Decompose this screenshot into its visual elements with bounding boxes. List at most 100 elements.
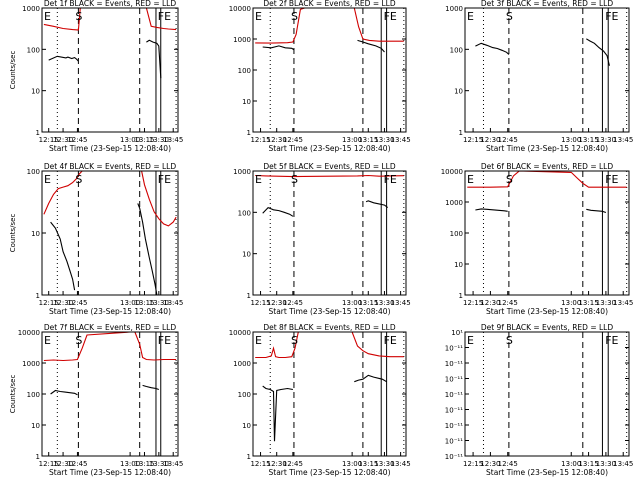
x-tick-label: 12:30 (53, 299, 73, 307)
x-tick-label: 13:00 (342, 460, 362, 468)
plot-frame (464, 7, 630, 133)
marker-fe: FE (605, 10, 618, 23)
y-tick-label: 10⁻¹¹ (445, 453, 463, 461)
y-tick-label: 10 (454, 88, 463, 96)
events-series-line (50, 389, 78, 396)
y-tick-label: 1000 (445, 5, 463, 13)
y-tick-label: 10 (242, 251, 251, 259)
events-series-line (354, 374, 387, 383)
plot-frame (464, 331, 630, 457)
y-tick-label: 100 (450, 230, 463, 238)
lld-series-line (43, 23, 79, 31)
marker-s: S (291, 10, 298, 23)
x-tick-label: 13:15 (578, 299, 598, 307)
marker-e: E (467, 10, 474, 23)
y-tick-label: 1 (459, 292, 463, 300)
x-tick-label: 13:30 (374, 299, 394, 307)
panel-title: Det 4f BLACK = Events, RED = LLD (44, 162, 177, 171)
y-tick-label: 100 (27, 168, 40, 176)
x-tick-label: 12:15 (250, 136, 270, 144)
plot-frame (252, 170, 407, 296)
x-axis-label: Start Time (23-Sep-15 12:08:40) (49, 307, 171, 316)
marker-fe: FE (158, 334, 171, 347)
x-tick-label: 12:45 (67, 460, 87, 468)
y-tick-label: 100 (238, 209, 251, 217)
plot-frame (252, 7, 407, 133)
x-tick-label: 12:30 (267, 299, 287, 307)
x-axis-label: Start Time (23-Sep-15 12:08:40) (269, 144, 391, 153)
marker-e: E (255, 334, 262, 347)
events-series-line (48, 55, 79, 62)
events-series-line (262, 45, 295, 51)
marker-fe: FE (384, 173, 397, 186)
y-tick-label: 1 (36, 453, 40, 461)
x-axis-label: Start Time (23-Sep-15 12:08:40) (486, 468, 608, 477)
marker-e: E (255, 173, 262, 186)
marker-fe: FE (158, 10, 171, 23)
lld-series-line (353, 8, 404, 42)
panel-title: Det 7f BLACK = Events, RED = LLD (44, 323, 177, 332)
x-tick-label: 13:45 (391, 136, 411, 144)
x-tick-label: 12:15 (39, 460, 59, 468)
y-tick-label: 1000 (22, 5, 40, 13)
x-tick-label: 12:45 (283, 299, 303, 307)
y-tick-label: 100 (27, 46, 40, 54)
x-tick-label: 12:30 (53, 460, 73, 468)
x-tick-label: 12:45 (283, 136, 303, 144)
plot-frame (41, 170, 179, 296)
lld-series-line (77, 8, 87, 31)
x-tick-label: 13:45 (391, 299, 411, 307)
y-tick-label: 100 (238, 67, 251, 75)
y-axis-label: Counts/sec (9, 51, 17, 90)
y-tick-label: 10 (454, 261, 463, 269)
events-series-line (475, 208, 508, 212)
panel-9: Det 9f BLACK = Events, RED = LLD E S FE 10⁻¹… (445, 323, 634, 477)
x-tick-label: 13:30 (149, 136, 169, 144)
y-tick-label: 10000 (229, 5, 251, 13)
y-tick-label: 1 (247, 129, 251, 137)
y-tick-label: 10¹ (451, 329, 463, 337)
plot-frame (41, 331, 179, 457)
x-tick-label: 13:00 (120, 460, 140, 468)
y-tick-label: 1 (36, 292, 40, 300)
marker-s: S (75, 10, 82, 23)
marker-s: S (506, 10, 513, 23)
marker-fe: FE (384, 334, 397, 347)
x-tick-label: 12:45 (67, 299, 87, 307)
marker-e: E (44, 173, 51, 186)
lld-series-line (141, 171, 177, 227)
x-tick-label: 13:15 (578, 460, 598, 468)
marker-s: S (291, 334, 298, 347)
panel-title: Det 8f BLACK = Events, RED = LLD (263, 323, 396, 332)
x-tick-label: 13:15 (134, 136, 154, 144)
y-tick-label: 1000 (233, 360, 251, 368)
marker-e: E (44, 10, 51, 23)
events-series-line (50, 221, 76, 291)
x-tick-label: 12:15 (463, 136, 483, 144)
y-tick-label: 100 (238, 391, 251, 399)
x-axis-label: Start Time (23-Sep-15 12:08:40) (49, 468, 171, 477)
lld-series-line (255, 332, 299, 359)
y-tick-label: 10000 (18, 329, 40, 337)
panel-title: Det 3f BLACK = Events, RED = LLD (481, 0, 614, 8)
marker-e: E (467, 334, 474, 347)
plot-frame (464, 170, 630, 296)
x-axis-label: Start Time (23-Sep-15 12:08:40) (49, 144, 171, 153)
y-axis-label: Counts/sec (9, 214, 17, 253)
lld-series-line (467, 171, 627, 188)
x-tick-label: 13:45 (391, 460, 411, 468)
events-series-line (357, 39, 385, 53)
y-tick-label: 1000 (233, 36, 251, 44)
x-tick-label: 13:45 (163, 136, 183, 144)
plot-frame (252, 331, 407, 457)
panel-title: Det 9f BLACK = Events, RED = LLD (481, 323, 614, 332)
x-tick-label: 13:00 (561, 460, 581, 468)
y-tick-label: 10000 (441, 168, 463, 176)
y-tick-label: 1000 (445, 199, 463, 207)
y-tick-label: 10⁻¹¹ (445, 360, 463, 368)
y-tick-label: 10⁻¹¹ (445, 438, 463, 446)
marker-fe: FE (605, 334, 618, 347)
x-tick-label: 12:15 (39, 299, 59, 307)
events-series-line (365, 200, 389, 209)
